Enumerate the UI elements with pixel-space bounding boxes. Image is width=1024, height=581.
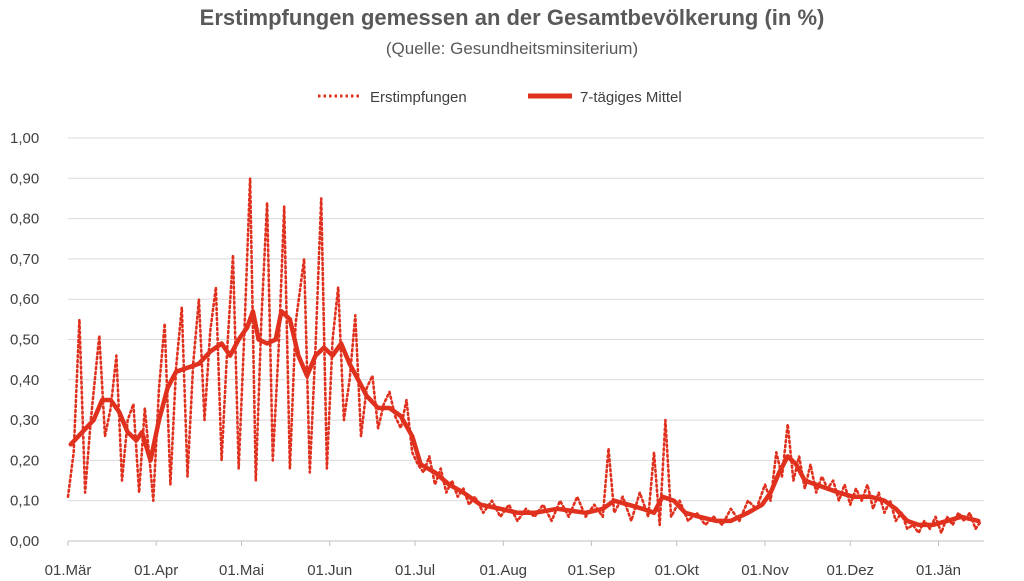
gridlines xyxy=(68,137,984,502)
y-tick-label: 0,10 xyxy=(10,493,39,510)
x-tick-label: 01.Nov xyxy=(741,562,789,579)
chart-title: Erstimpfungen gemessen an der Gesamtbevö… xyxy=(200,5,825,30)
x-tick-label: 01.Dez xyxy=(827,562,875,579)
series-line-7-tagiges-mittel xyxy=(68,309,981,528)
y-tick-label: 0,00 xyxy=(10,533,39,550)
y-tick-label: 0,90 xyxy=(10,170,39,187)
series-lines xyxy=(66,177,983,535)
x-tick-label: 01.Mär xyxy=(45,562,92,579)
chart-subtitle: (Quelle: Gesundheitsminsiterium) xyxy=(386,39,638,58)
x-tick-label: 01.Aug xyxy=(479,562,527,579)
y-tick-label: 0,60 xyxy=(10,291,39,308)
legend-label-erstimpfungen: Erstimpfungen xyxy=(370,89,467,106)
series-line-erstimpfungen xyxy=(66,177,983,535)
y-tick-label: 0,50 xyxy=(10,332,39,349)
y-tick-label: 1,00 xyxy=(10,130,39,147)
x-tick-label: 01.Jun xyxy=(307,562,352,579)
x-tick-label: 01.Sep xyxy=(568,562,616,579)
y-axis-ticks: 0,00 0,10 0,20 0,30 0,40 0,50 0,60 0,70 0,80 0,90… xyxy=(10,130,39,550)
x-axis-ticks: 01.Mär 01.Apr 01.Mai 01.Jun 01.Jul 01.Aug 01.S… xyxy=(45,541,961,579)
x-tick-label: 01.Jän xyxy=(916,562,961,579)
x-tick-label: 01.Mai xyxy=(219,562,264,579)
legend: Erstimpfungen 7-tägiges Mittel xyxy=(318,89,682,106)
x-tick-label: 01.Jul xyxy=(395,562,435,579)
x-tick-label: 01.Apr xyxy=(134,562,178,579)
y-tick-label: 0,30 xyxy=(10,412,39,429)
legend-label-7-tagiges-mittel: 7-tägiges Mittel xyxy=(580,89,682,106)
y-tick-label: 0,20 xyxy=(10,452,39,469)
y-tick-label: 0,70 xyxy=(10,251,39,268)
y-tick-label: 0,40 xyxy=(10,372,39,389)
y-tick-label: 0,80 xyxy=(10,211,39,228)
x-tick-label: 01.Okt xyxy=(655,562,700,579)
